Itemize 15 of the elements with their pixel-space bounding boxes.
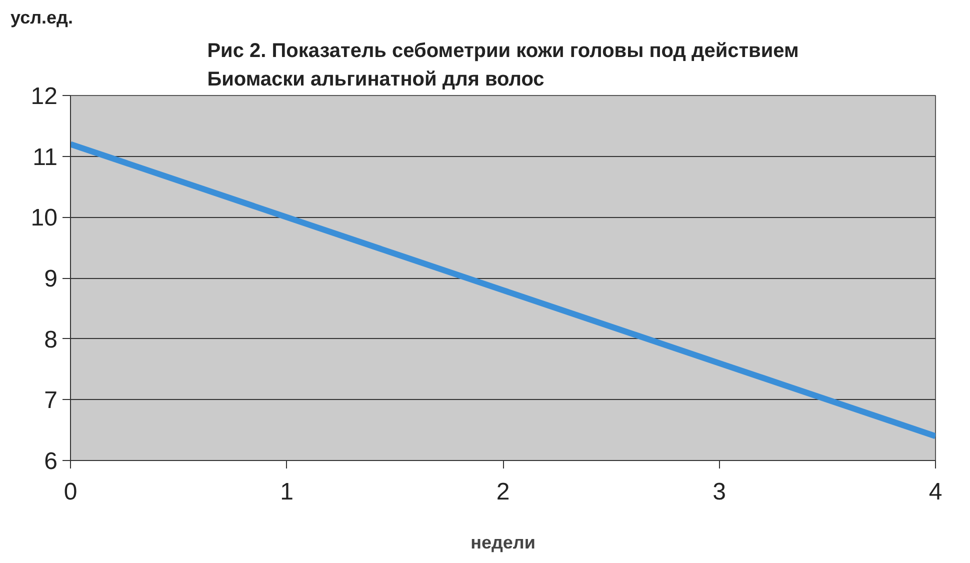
- y-tick-label: 7: [44, 387, 58, 414]
- y-tick-label: 9: [44, 266, 58, 292]
- y-tick-label: 6: [44, 448, 58, 475]
- x-tick-label: 1: [280, 478, 294, 506]
- x-tick-label: 2: [496, 478, 510, 506]
- x-tick-label: 3: [712, 478, 726, 506]
- x-tick-label: 0: [64, 478, 78, 506]
- y-axis-title: усл.ед.: [10, 8, 73, 28]
- chart-title: Рис 2. Показатель себометрии кожи головы под действием Биомаски альгинатной для волос: [207, 40, 799, 90]
- y-tick-label: 11: [32, 144, 58, 171]
- y-tick-label: 10: [30, 204, 58, 232]
- x-tick-label: 4: [928, 478, 942, 506]
- x-axis-title: недели: [470, 532, 536, 552]
- y-tick-label: 12: [30, 83, 58, 110]
- y-tick-label: 8: [44, 326, 58, 354]
